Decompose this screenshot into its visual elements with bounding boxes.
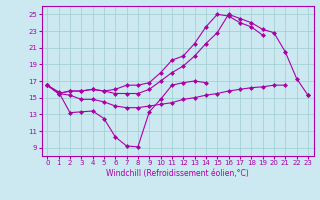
X-axis label: Windchill (Refroidissement éolien,°C): Windchill (Refroidissement éolien,°C) — [106, 169, 249, 178]
